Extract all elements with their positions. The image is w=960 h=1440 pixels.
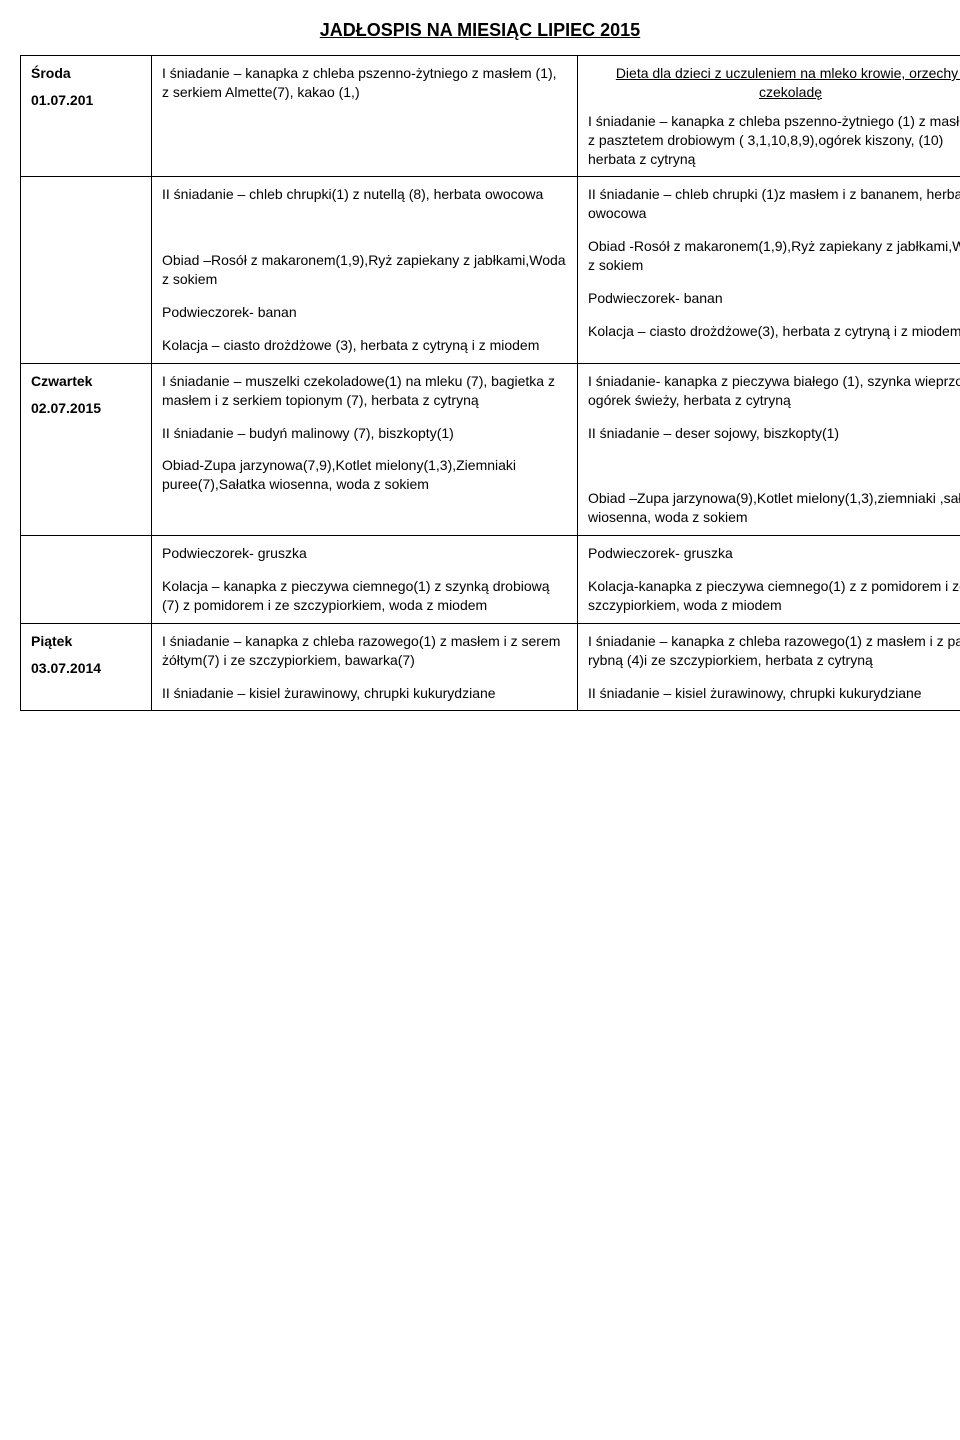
day-date: 01.07.201 xyxy=(31,91,141,110)
table-row: Piątek 03.07.2014 I śniadanie – kanapka z … xyxy=(21,623,960,711)
menu-block: II śniadanie – kisiel żurawinowy, chrupk… xyxy=(162,684,567,703)
menu-left-cell: I śniadanie – muszelki czekoladowe(1) na… xyxy=(152,363,578,535)
day-cell xyxy=(21,536,152,624)
menu-block: Podwieczorek- gruszka xyxy=(588,544,960,563)
day-cell: Środa 01.07.201 xyxy=(21,56,152,177)
day-name: Środa xyxy=(31,64,141,83)
menu-block: I śniadanie- kanapka z pieczywa białego … xyxy=(588,372,960,410)
menu-block: Obiad –Zupa jarzynowa(9),Kotlet mielony(… xyxy=(588,489,960,527)
menu-block: I śniadanie – kanapka z chleba razowego(… xyxy=(588,632,960,670)
menu-block: Podwieczorek- gruszka xyxy=(162,544,567,563)
diet-header: Dieta dla dzieci z uczuleniem na mleko k… xyxy=(588,64,960,102)
menu-left-cell: I śniadanie – kanapka z chleba razowego(… xyxy=(152,623,578,711)
menu-block: Kolacja – kanapka z pieczywa ciemnego(1)… xyxy=(162,577,567,615)
menu-right-cell: Dieta dla dzieci z uczuleniem na mleko k… xyxy=(578,56,960,177)
menu-right-cell: I śniadanie – kanapka z chleba razowego(… xyxy=(578,623,960,711)
menu-block: I śniadanie – muszelki czekoladowe(1) na… xyxy=(162,372,567,410)
menu-block: I śniadanie – kanapka z chleba pszenno-ż… xyxy=(162,64,567,102)
menu-block: Kolacja-kanapka z pieczywa ciemnego(1) z… xyxy=(588,577,960,615)
table-row: Podwieczorek- gruszka Kolacja – kanapka z… xyxy=(21,536,960,624)
menu-block: Podwieczorek- banan xyxy=(588,289,960,308)
day-date: 02.07.2015 xyxy=(31,399,141,418)
menu-right-cell: I śniadanie- kanapka z pieczywa białego … xyxy=(578,363,960,535)
document-title: JADŁOSPIS NA MIESIĄC LIPIEC 2015 xyxy=(20,20,940,41)
day-name: Czwartek xyxy=(31,372,141,391)
table-row: II śniadanie – chleb chrupki(1) z nutell… xyxy=(21,177,960,363)
menu-block xyxy=(162,218,567,237)
menu-block: II śniadanie – budyń malinowy (7), biszk… xyxy=(162,424,567,443)
menu-left-cell: I śniadanie – kanapka z chleba pszenno-ż… xyxy=(152,56,578,177)
menu-block: Obiad -Rosół z makaronem(1,9),Ryż zapiek… xyxy=(588,237,960,275)
menu-block: Podwieczorek- banan xyxy=(162,303,567,322)
menu-right-cell: Podwieczorek- gruszka Kolacja-kanapka z p… xyxy=(578,536,960,624)
menu-left-cell: II śniadanie – chleb chrupki(1) z nutell… xyxy=(152,177,578,363)
menu-block: II śniadanie – chleb chrupki (1)z masłem… xyxy=(588,185,960,223)
day-cell: Piątek 03.07.2014 xyxy=(21,623,152,711)
day-cell: Czwartek 02.07.2015 xyxy=(21,363,152,535)
menu-left-cell: Podwieczorek- gruszka Kolacja – kanapka z… xyxy=(152,536,578,624)
menu-block: Kolacja – ciasto drożdżowe (3), herbata … xyxy=(162,336,567,355)
menu-block: I śniadanie – kanapka z chleba pszenno-ż… xyxy=(588,112,960,169)
day-date: 03.07.2014 xyxy=(31,659,141,678)
menu-block xyxy=(588,456,960,475)
menu-block: II śniadanie – chleb chrupki(1) z nutell… xyxy=(162,185,567,204)
menu-block: II śniadanie – kisiel żurawinowy, chrupk… xyxy=(588,684,960,703)
menu-block: Kolacja – ciasto drożdżowe(3), herbata z… xyxy=(588,322,960,341)
day-name: Piątek xyxy=(31,632,141,651)
table-row: Środa 01.07.201 I śniadanie – kanapka z ch… xyxy=(21,56,960,177)
menu-block: Obiad-Zupa jarzynowa(7,9),Kotlet mielony… xyxy=(162,456,567,494)
menu-block: Obiad –Rosół z makaronem(1,9),Ryż zapiek… xyxy=(162,251,567,289)
menu-table: Środa 01.07.201 I śniadanie – kanapka z ch… xyxy=(20,55,960,711)
menu-block: I śniadanie – kanapka z chleba razowego(… xyxy=(162,632,567,670)
table-row: Czwartek 02.07.2015 I śniadanie – muszelki… xyxy=(21,363,960,535)
menu-right-cell: II śniadanie – chleb chrupki (1)z masłem… xyxy=(578,177,960,363)
menu-block: II śniadanie – deser sojowy, biszkopty(1… xyxy=(588,424,960,443)
day-cell xyxy=(21,177,152,363)
